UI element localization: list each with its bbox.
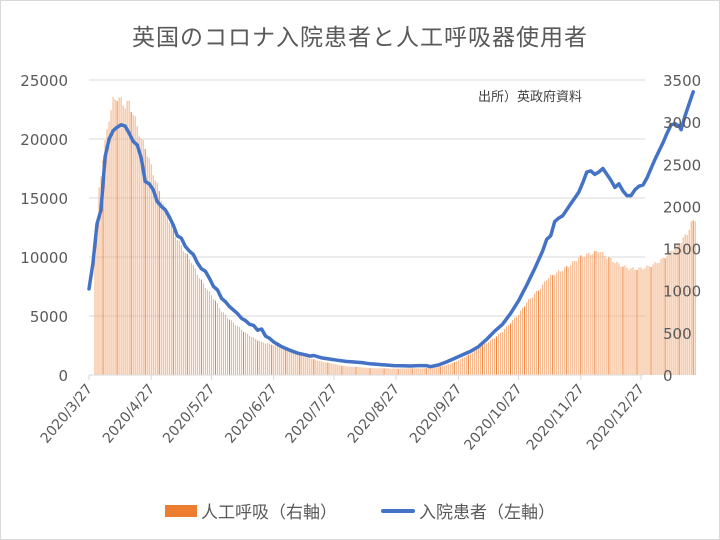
legend-item-ventilator: 人工呼吸（右軸） [165, 498, 337, 523]
right-tick-label: 500 [663, 325, 692, 343]
chart-title: 英国のコロナ入院患者と人工呼吸器使用者 [132, 25, 588, 51]
x-axis-ticks: 2020/3/27 2020/4/27 2020/5/27 2020/6/27 2020… [38, 381, 648, 453]
x-tick-label: 2020/7/27 [283, 381, 341, 446]
right-tick-label: 2000 [663, 198, 701, 216]
ventilator-bars [94, 96, 696, 376]
right-axis-ticks: 0 500 1000 1500 2000 2500 3000 3500 [663, 72, 701, 385]
left-tick-label: 20000 [20, 131, 68, 149]
gridlines [89, 79, 645, 317]
right-tick-label: 3500 [663, 72, 701, 90]
x-tick-label: 2020/5/27 [160, 381, 218, 446]
right-tick-label: 2500 [663, 156, 701, 174]
left-tick-label: 5000 [30, 308, 68, 326]
left-tick-label: 25000 [20, 72, 68, 90]
x-tick-label: 2020/4/27 [100, 381, 158, 446]
legend-label-ventilator: 人工呼吸（右軸） [201, 503, 337, 523]
legend-label-patients: 入院患者（左軸） [419, 503, 555, 523]
x-tick-label: 2020/6/27 [222, 381, 280, 446]
right-tick-label: 1000 [663, 283, 701, 301]
x-tick-label: 2020/8/27 [345, 381, 403, 446]
x-tick-label: 2020/9/27 [407, 381, 465, 446]
x-tick-label: 2020/3/27 [38, 381, 96, 446]
left-axis-ticks: 0 5000 10000 15000 20000 25000 [20, 72, 68, 385]
x-tick-label: 2020/10/27 [461, 381, 525, 453]
line-swatch-icon [381, 508, 415, 513]
bar-swatch-icon [165, 504, 197, 517]
right-tick-label: 3000 [663, 114, 701, 132]
x-tick-label: 2020/12/27 [584, 381, 648, 453]
left-tick-label: 15000 [20, 190, 68, 208]
right-tick-label: 0 [663, 367, 673, 385]
left-tick-label: 10000 [20, 249, 68, 267]
x-tick-label: 2020/11/27 [524, 381, 588, 453]
left-tick-label: 0 [58, 367, 68, 385]
right-tick-label: 1500 [663, 241, 701, 259]
hospital-patients-line [87, 90, 695, 369]
legend: 人工呼吸（右軸） 入院患者（左軸） [0, 498, 720, 523]
source-note: 出所）英政府資料 [478, 90, 582, 105]
legend-item-patients: 入院患者（左軸） [381, 498, 555, 523]
x-axis [88, 374, 643, 380]
